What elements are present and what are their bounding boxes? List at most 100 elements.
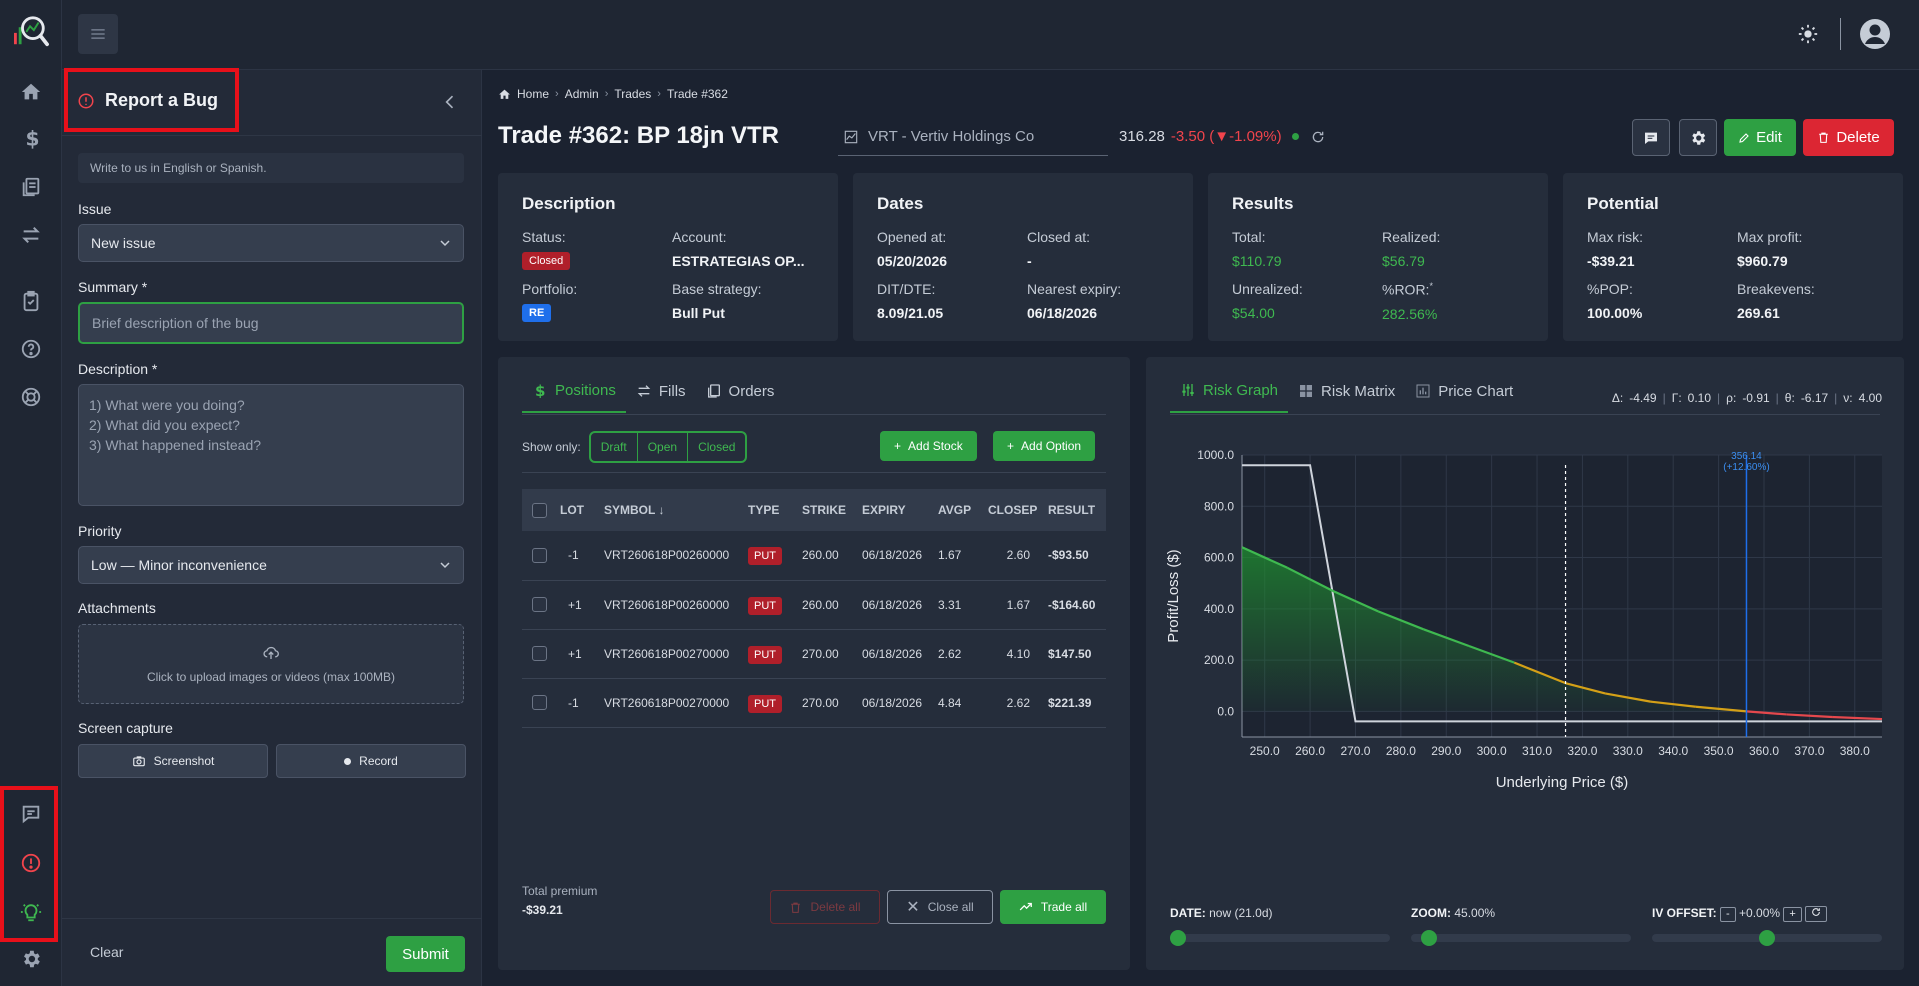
date-slider[interactable] — [1170, 930, 1390, 946]
trade-settings-button[interactable] — [1679, 119, 1717, 156]
record-button[interactable]: Record — [276, 744, 466, 778]
screenshot-button[interactable]: Screenshot — [78, 744, 268, 778]
home-icon[interactable] — [18, 79, 44, 105]
current-pl-segment — [1746, 710, 1787, 716]
row-checkbox[interactable] — [532, 695, 547, 711]
tab-price-chart[interactable]: Price Chart — [1405, 379, 1523, 413]
filter-open[interactable]: Open — [638, 433, 689, 461]
edit-button[interactable]: Edit — [1724, 119, 1796, 156]
tab-positions[interactable]: $ Positions — [522, 379, 626, 413]
cell-lot: -1 — [556, 678, 600, 728]
tab-risk-matrix[interactable]: Risk Matrix — [1288, 379, 1405, 413]
help-icon[interactable] — [18, 336, 44, 362]
total-premium-value: -$39.21 — [522, 903, 563, 917]
zoom-value: 45.00% — [1454, 906, 1496, 920]
collapse-panel-icon[interactable] — [440, 92, 460, 112]
iv-plus-button[interactable]: + — [1783, 906, 1802, 922]
priority-select[interactable]: Low — Minor inconvenience — [78, 546, 464, 584]
trade-all-button[interactable]: Trade all — [1000, 890, 1106, 924]
close-all-button[interactable]: ✕ Close all — [887, 890, 993, 924]
realized-label: Realized: — [1382, 229, 1441, 245]
transfer-icon[interactable] — [18, 222, 44, 248]
theme-toggle-sun-icon[interactable] — [1797, 23, 1819, 45]
documents-icon[interactable] — [18, 174, 44, 200]
iv-minus-button[interactable]: - — [1720, 906, 1736, 922]
home-icon — [499, 89, 510, 99]
breadcrumb-trades[interactable]: Trades — [614, 87, 652, 101]
gear-icon — [1692, 130, 1706, 145]
cell-lot: -1 — [556, 531, 600, 581]
x-tick-label: 300.0 — [1477, 744, 1507, 758]
table-row[interactable]: -1 VRT260618P00270000 PUT 270.00 06/18/2… — [522, 678, 1106, 728]
select-all-checkbox[interactable] — [532, 502, 547, 518]
record-dot-icon — [344, 757, 352, 765]
iv-slider-thumb[interactable] — [1759, 930, 1775, 946]
delete-button[interactable]: Delete — [1803, 119, 1894, 156]
breadcrumb: Home › Admin › Trades › Trade #362 — [498, 87, 728, 101]
summary-input[interactable] — [78, 302, 464, 344]
description-label: Description * — [78, 361, 158, 377]
x-tick-label: 250.0 — [1250, 744, 1280, 758]
tab-risk-graph[interactable]: Risk Graph — [1170, 379, 1289, 413]
add-option-button[interactable]: + Add Option — [993, 431, 1096, 461]
feedback-icon[interactable] — [18, 801, 44, 827]
expiry-pl-line — [1242, 464, 1882, 723]
date-label: DATE: — [1170, 906, 1206, 920]
close-all-label: Close all — [927, 900, 974, 914]
clipboard-icon[interactable] — [18, 288, 44, 314]
bug-panel-footer-divider — [62, 918, 482, 919]
col-lot: LOT — [560, 503, 584, 517]
iv-reset-button[interactable] — [1805, 906, 1828, 922]
row-checkbox[interactable] — [532, 597, 547, 613]
total-premium-label: Total premium — [522, 884, 598, 898]
dit-label: DIT/DTE: — [877, 281, 936, 297]
add-stock-label: Add Stock — [908, 439, 963, 453]
table-row[interactable]: +1 VRT260618P00260000 PUT 260.00 06/18/2… — [522, 580, 1106, 630]
dollar-icon[interactable]: $ — [18, 125, 44, 151]
menu-toggle-button[interactable] — [78, 14, 118, 54]
add-stock-button[interactable]: + Add Stock — [880, 431, 977, 461]
breadcrumb-home[interactable]: Home — [517, 87, 550, 101]
lifebuoy-icon[interactable] — [18, 384, 44, 410]
tab-orders-label: Orders — [728, 382, 775, 400]
table-row[interactable]: +1 VRT260618P00270000 PUT 270.00 06/18/2… — [522, 629, 1106, 679]
iv-slider-label: IV OFFSET: - +0.00% + — [1652, 906, 1828, 922]
user-avatar-icon[interactable] — [1859, 18, 1891, 50]
row-checkbox[interactable] — [532, 547, 547, 563]
filter-closed[interactable]: Closed — [698, 440, 736, 454]
breadcrumb-admin[interactable]: Admin — [564, 87, 599, 101]
risk-graph-chart[interactable]: 250.0 260.0 270.0 280.0 290.0 300.0 310.0 320.0… — [1146, 447, 1904, 817]
max-profit-value: $960.79 — [1737, 253, 1788, 269]
row-checkbox[interactable] — [532, 646, 547, 662]
unrealized-label: Unrealized: — [1232, 281, 1303, 297]
current-pl-segment — [1695, 705, 1747, 713]
comments-button[interactable] — [1632, 119, 1670, 156]
table-row[interactable]: -1 VRT260618P00260000 PUT 260.00 06/18/2… — [522, 531, 1106, 581]
cell-avgp: 2.62 — [934, 629, 984, 679]
description-textarea[interactable] — [78, 384, 464, 506]
issue-select[interactable]: New issue — [78, 224, 464, 262]
idea-icon[interactable] — [18, 899, 44, 925]
clear-button[interactable]: Clear — [90, 944, 124, 960]
unrealized-value: $54.00 — [1232, 305, 1275, 321]
icon-rail: $ — [0, 0, 62, 986]
filter-draft[interactable]: Draft — [591, 433, 638, 461]
col-symbol[interactable]: SYMBOL ↓ — [604, 503, 665, 517]
symbol-field[interactable]: VRT - Vertiv Holdings Co — [838, 118, 1108, 156]
zoom-slider-thumb[interactable] — [1421, 930, 1438, 946]
refresh-icon[interactable] — [1311, 130, 1325, 144]
zoom-slider[interactable] — [1411, 930, 1631, 946]
upload-dropzone[interactable]: Click to upload images or videos (max 10… — [78, 624, 464, 704]
gamma-value: 0.10 — [1687, 391, 1712, 405]
cell-strike: 260.00 — [798, 580, 858, 630]
tab-fills[interactable]: Fills — [626, 379, 696, 413]
date-slider-thumb[interactable] — [1170, 930, 1186, 946]
tab-orders[interactable]: Orders — [696, 379, 785, 413]
settings-icon[interactable] — [18, 946, 44, 972]
app-logo-icon[interactable] — [12, 14, 50, 48]
bug-alert-icon[interactable] — [18, 850, 44, 876]
iv-slider[interactable] — [1652, 930, 1882, 946]
submit-button[interactable]: Submit — [386, 936, 465, 972]
account-value: ESTRATEGIAS OP... — [672, 253, 805, 269]
delete-all-button[interactable]: Delete all — [770, 890, 880, 924]
